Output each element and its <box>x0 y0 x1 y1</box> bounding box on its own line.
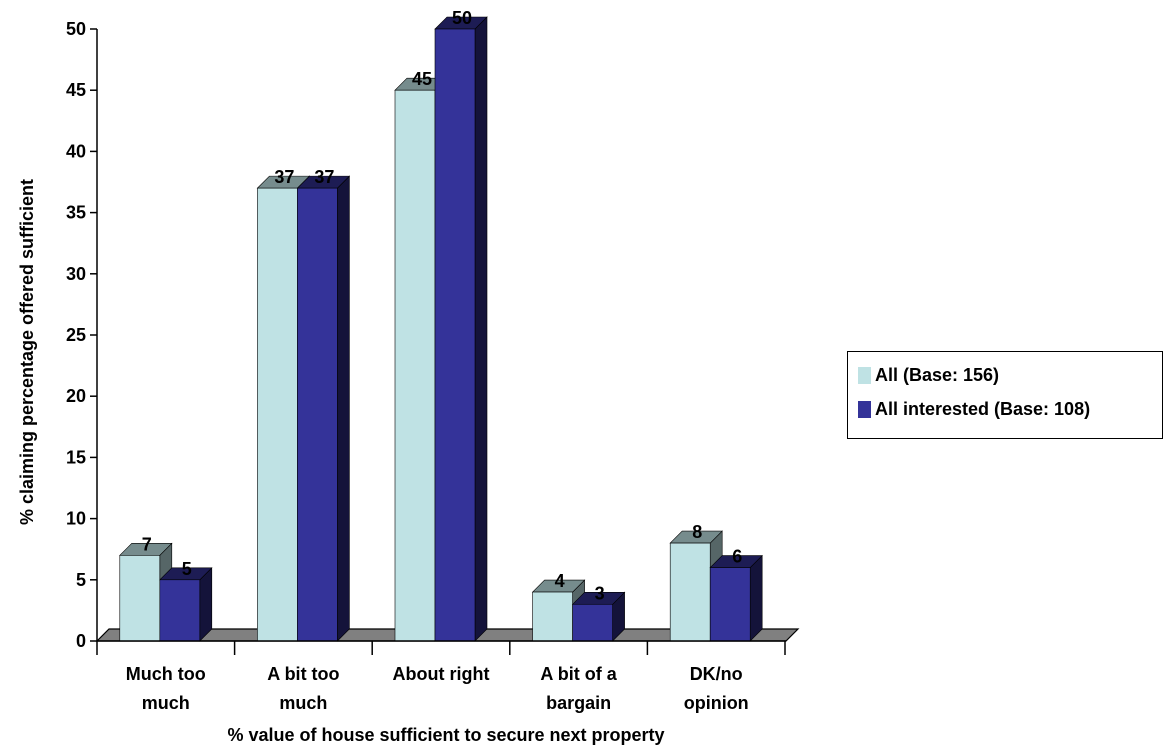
legend-item-all: All (Base: 156) <box>858 358 1162 392</box>
legend-item-all-interested: All interested (Base: 108) <box>858 392 1162 426</box>
x-axis-title: % value of house sufficient to secure ne… <box>227 725 664 745</box>
bar-front <box>159 579 201 642</box>
data-label: 6 <box>732 547 742 567</box>
y-tick-label: 20 <box>66 386 86 406</box>
x-axis: Much too much A bit too much About right A bi… <box>96 640 786 713</box>
legend-label-all: All (Base: 156) <box>875 364 1000 385</box>
bar-front <box>394 89 436 642</box>
bar-front <box>709 567 751 642</box>
bar-front <box>119 555 161 642</box>
data-label: 4 <box>555 571 565 591</box>
bar-front <box>532 591 573 642</box>
legend-label-all-interested: All interested (Base: 108) <box>875 398 1091 419</box>
bar <box>434 16 488 642</box>
bar-side <box>199 567 213 642</box>
bar-front <box>434 28 476 642</box>
bar <box>159 567 213 642</box>
bar-front <box>572 603 613 642</box>
y-tick-label: 25 <box>66 325 86 345</box>
bar-side <box>337 175 350 642</box>
bar <box>571 591 626 642</box>
y-axis-title: % claiming percentage offered sufficient <box>17 179 37 525</box>
data-label: 5 <box>182 559 192 579</box>
data-label: 7 <box>142 534 152 554</box>
data-labels: 7 5 37 37 45 50 4 3 8 6 <box>142 8 742 603</box>
data-label: 8 <box>692 522 702 542</box>
data-label: 50 <box>452 8 472 28</box>
x-tick-label: DK/no <box>690 664 743 684</box>
data-label: 37 <box>314 167 334 187</box>
bar-side <box>474 16 488 642</box>
y-axis: 0 5 10 15 20 25 30 35 40 45 50 <box>66 19 98 651</box>
legend-swatch-all <box>858 366 871 384</box>
y-tick-label: 0 <box>76 631 86 651</box>
x-tick-label: About right <box>393 664 490 684</box>
data-label: 37 <box>274 167 294 187</box>
bar <box>296 175 351 642</box>
x-tick-label: opinion <box>684 693 749 713</box>
y-tick-label: 10 <box>66 509 86 529</box>
x-tick-label: A bit of a <box>540 664 617 684</box>
bars <box>119 16 763 642</box>
bar-front <box>297 187 338 642</box>
x-tick-label: Much too <box>126 664 206 684</box>
data-label: 3 <box>595 583 605 603</box>
y-tick-label: 5 <box>76 570 86 590</box>
bar-side <box>749 554 763 642</box>
y-tick-label: 40 <box>66 141 86 161</box>
y-tick-label: 30 <box>66 264 86 284</box>
bar-front <box>257 187 298 642</box>
bar-front <box>669 542 711 642</box>
x-tick-label: much <box>279 693 327 713</box>
y-tick-label: 45 <box>66 80 86 100</box>
data-label: 45 <box>412 69 432 89</box>
y-tick-label: 50 <box>66 19 86 39</box>
x-tick-label: much <box>142 693 190 713</box>
y-tick-label: 15 <box>66 447 86 467</box>
legend-swatch-all-interested <box>858 400 871 418</box>
x-tick-label: bargain <box>546 693 611 713</box>
y-tick-label: 35 <box>66 203 86 223</box>
x-tick-label: A bit too <box>267 664 339 684</box>
bar <box>709 554 763 642</box>
legend: All (Base: 156) All interested (Base: 10… <box>847 351 1163 439</box>
